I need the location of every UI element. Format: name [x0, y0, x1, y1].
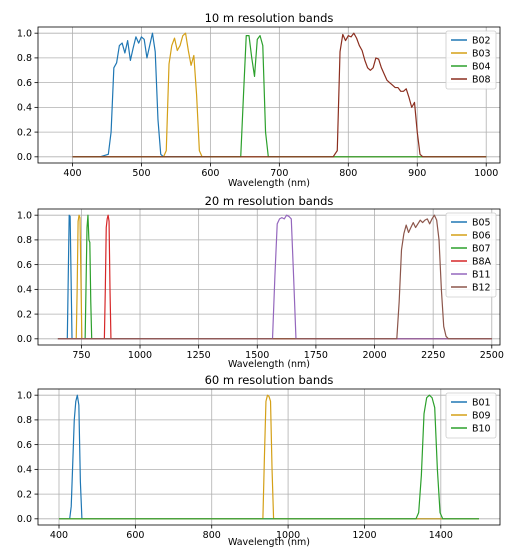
x-tick-label: 1250 [187, 350, 211, 361]
series-line-b08 [72, 32, 487, 158]
series-line-b06 [57, 214, 492, 340]
x-tick-label: 2500 [480, 350, 504, 361]
legend: B01 B09 B10 [445, 392, 497, 439]
y-tick-label: 0.8 [17, 415, 32, 426]
legend: B02 B03 B04 B08 [445, 30, 497, 90]
series-line-b04 [72, 35, 487, 158]
y-tick-label: 1.0 [17, 210, 32, 221]
plot-frame [37, 208, 501, 346]
x-tick-label: 1000 [128, 350, 152, 361]
y-tick-label: 0.6 [17, 78, 32, 89]
chart-panel-1: 10 m resolution bands 400 500 600 700 800 900 1… [17, 11, 501, 189]
y-tick-label: 1.0 [17, 390, 32, 401]
y-tick-label: 0.8 [17, 235, 32, 246]
legend-label: B07 [472, 243, 491, 254]
series-line-b01 [59, 394, 479, 520]
plot-area [57, 214, 492, 340]
plot-frame [37, 26, 501, 164]
y-tick-label: 0.0 [17, 514, 32, 525]
chart-title: 10 m resolution bands [205, 11, 334, 25]
x-tick-label: 1000 [474, 168, 498, 179]
y-tick-label: 0.4 [17, 465, 32, 476]
y-tick-label: 0.2 [17, 489, 32, 500]
x-tick-label: 600 [126, 530, 144, 541]
series-line-b10 [59, 394, 479, 520]
legend-label: B8A [472, 256, 492, 267]
y-tick-label: 0.8 [17, 53, 32, 64]
x-axis-label: Wavelength (nm) [228, 359, 310, 370]
legend-label: B10 [472, 423, 491, 434]
x-tick-label: 700 [270, 168, 288, 179]
plot-frame [37, 388, 501, 526]
y-tick-label: 1.0 [17, 28, 32, 39]
plot-area [59, 394, 479, 520]
x-tick-label: 900 [408, 168, 426, 179]
chart-panel-3: 60 m resolution bands 400 600 800 1000 1200 14… [17, 373, 501, 548]
series-line-b05 [57, 214, 492, 340]
y-tick-label: 0.4 [17, 285, 32, 296]
x-tick-label: 800 [339, 168, 357, 179]
chart-title: 20 m resolution bands [205, 194, 334, 208]
x-tick-label: 400 [50, 530, 68, 541]
x-tick-label: 1400 [429, 530, 453, 541]
plot-area [72, 32, 487, 158]
y-tick-label: 0.0 [17, 334, 32, 345]
legend-label: B04 [472, 61, 491, 72]
legend-box [445, 392, 497, 439]
legend-label: B03 [472, 48, 491, 59]
x-axis-label: Wavelength (nm) [228, 178, 310, 189]
legend-label: B01 [472, 397, 491, 408]
x-tick-label: 500 [132, 168, 150, 179]
legend-box [445, 30, 497, 90]
legend-label: B08 [472, 74, 491, 85]
x-tick-label: 400 [63, 168, 81, 179]
y-tick-label: 0.2 [17, 127, 32, 138]
chart-title: 60 m resolution bands [205, 373, 334, 387]
chart-panel-2: 20 m resolution bands 750 1000 1250 1500 1750… [17, 194, 504, 370]
x-tick-label: 1000 [276, 530, 300, 541]
x-axis-label: Wavelength (nm) [228, 537, 310, 548]
y-tick-label: 0.6 [17, 260, 32, 271]
legend-box [445, 212, 497, 298]
legend-label: B05 [472, 217, 491, 228]
legend-label: B12 [472, 282, 491, 293]
y-tick-label: 0.0 [17, 152, 32, 163]
x-tick-label: 2000 [362, 350, 386, 361]
series-line-b8a [57, 214, 492, 340]
series-line-b07 [57, 214, 492, 340]
x-tick-label: 1200 [352, 530, 376, 541]
y-tick-label: 0.4 [17, 103, 32, 114]
y-tick-label: 0.6 [17, 440, 32, 451]
series-line-b12 [57, 214, 492, 340]
x-tick-label: 2250 [421, 350, 445, 361]
x-tick-label: 1750 [304, 350, 328, 361]
series-line-b09 [59, 394, 479, 520]
y-tick-label: 0.2 [17, 309, 32, 320]
x-tick-label: 600 [201, 168, 219, 179]
legend-label: B11 [472, 269, 491, 280]
x-tick-label: 1500 [245, 350, 269, 361]
legend: B05 B06 B07 B8A B11 B12 [445, 212, 497, 298]
x-tick-label: 750 [72, 350, 90, 361]
legend-label: B09 [472, 410, 491, 421]
series-line-b02 [72, 32, 487, 158]
series-line-b03 [72, 32, 487, 158]
legend-label: B06 [472, 230, 491, 241]
series-line-b11 [57, 214, 492, 340]
x-tick-label: 800 [203, 530, 221, 541]
legend-label: B02 [472, 35, 491, 46]
